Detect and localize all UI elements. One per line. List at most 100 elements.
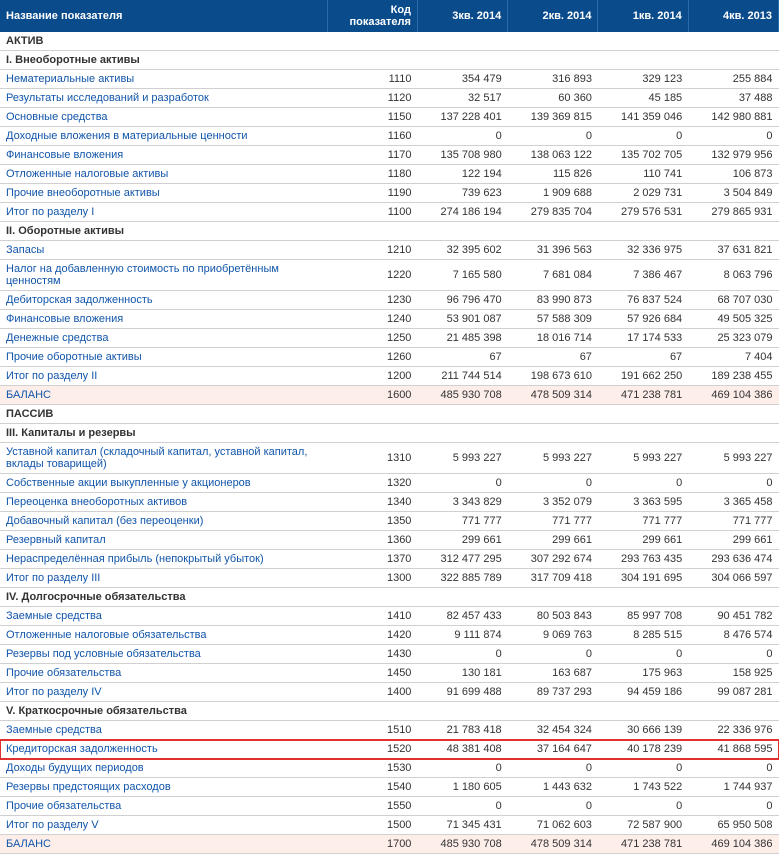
row-name[interactable]: Резервный капитал (0, 531, 327, 550)
table-row: АКТИВ (0, 32, 779, 51)
row-value: 57 926 684 (598, 310, 688, 329)
col-header-code[interactable]: Код показателя (327, 0, 417, 32)
row-name[interactable]: Итог по разделу IV (0, 683, 327, 702)
row-name[interactable]: Доходные вложения в материальные ценност… (0, 127, 327, 146)
section-label: I. Внеоборотные активы (0, 51, 779, 70)
row-value: 60 360 (508, 89, 598, 108)
row-value: 354 479 (417, 70, 507, 89)
col-header-q1-2014[interactable]: 1кв. 2014 (598, 0, 688, 32)
row-code: 1500 (327, 816, 417, 835)
row-value: 0 (688, 797, 778, 816)
table-row: Финансовые вложения124053 901 08757 588 … (0, 310, 779, 329)
row-value: 189 238 455 (688, 367, 778, 386)
row-value: 130 181 (417, 664, 507, 683)
row-name[interactable]: Прочие обязательства (0, 797, 327, 816)
table-row: Основные средства1150137 228 401139 369 … (0, 108, 779, 127)
row-name[interactable]: Нематериальные активы (0, 70, 327, 89)
row-name[interactable]: Финансовые вложения (0, 146, 327, 165)
row-value: 299 661 (688, 531, 778, 550)
row-value: 1 443 632 (508, 778, 598, 797)
row-code: 1530 (327, 759, 417, 778)
row-name[interactable]: Запасы (0, 241, 327, 260)
row-value: 0 (598, 474, 688, 493)
row-name[interactable]: Добавочный капитал (без переоценки) (0, 512, 327, 531)
row-code: 1100 (327, 203, 417, 222)
row-value: 17 174 533 (598, 329, 688, 348)
row-value: 53 901 087 (417, 310, 507, 329)
row-value: 0 (417, 759, 507, 778)
row-value: 279 835 704 (508, 203, 598, 222)
row-name[interactable]: Основные средства (0, 108, 327, 127)
row-name[interactable]: Прочие обязательства (0, 664, 327, 683)
row-value: 279 865 931 (688, 203, 778, 222)
row-code: 1320 (327, 474, 417, 493)
row-name[interactable]: Итог по разделу I (0, 203, 327, 222)
table-row: Отложенные налоговые активы1180122 19411… (0, 165, 779, 184)
row-code: 1550 (327, 797, 417, 816)
row-code: 1190 (327, 184, 417, 203)
row-value: 21 485 398 (417, 329, 507, 348)
row-name[interactable]: Итог по разделу III (0, 569, 327, 588)
table-row: Переоценка внеоборотных активов13403 343… (0, 493, 779, 512)
row-name[interactable]: БАЛАНС (0, 835, 327, 854)
row-name[interactable]: Отложенные налоговые активы (0, 165, 327, 184)
table-row: БАЛАНС1700485 930 708478 509 314471 238 … (0, 835, 779, 854)
row-name[interactable]: Доходы будущих периодов (0, 759, 327, 778)
table-row: Прочие обязательства1450130 181163 68717… (0, 664, 779, 683)
row-name[interactable]: Дебиторская задолженность (0, 291, 327, 310)
row-value: 0 (598, 127, 688, 146)
row-name[interactable]: Уставной капитал (складочный капитал, ус… (0, 443, 327, 474)
row-value: 0 (417, 127, 507, 146)
row-value: 471 238 781 (598, 835, 688, 854)
row-name[interactable]: Отложенные налоговые обязательства (0, 626, 327, 645)
row-value: 30 666 139 (598, 721, 688, 740)
row-name[interactable]: Заемные средства (0, 607, 327, 626)
row-value: 49 505 325 (688, 310, 778, 329)
row-value: 469 104 386 (688, 386, 778, 405)
row-value: 67 (417, 348, 507, 367)
row-value: 141 359 046 (598, 108, 688, 127)
row-code: 1420 (327, 626, 417, 645)
row-name[interactable]: Кредиторская задолженность (0, 740, 327, 759)
row-name[interactable]: Прочие внеоборотные активы (0, 184, 327, 203)
col-header-q2-2014[interactable]: 2кв. 2014 (508, 0, 598, 32)
col-header-q4-2013[interactable]: 4кв. 2013 (688, 0, 778, 32)
row-name[interactable]: Итог по разделу V (0, 816, 327, 835)
row-name[interactable]: Результаты исследований и разработок (0, 89, 327, 108)
row-code: 1180 (327, 165, 417, 184)
row-code: 1510 (327, 721, 417, 740)
row-name[interactable]: Заемные средства (0, 721, 327, 740)
table-row: Прочие оборотные активы12606767677 404 (0, 348, 779, 367)
row-name[interactable]: Итог по разделу II (0, 367, 327, 386)
row-value: 771 777 (598, 512, 688, 531)
row-value: 316 893 (508, 70, 598, 89)
col-header-q3-2014[interactable]: 3кв. 2014 (417, 0, 507, 32)
table-row: II. Оборотные активы (0, 222, 779, 241)
row-code: 1210 (327, 241, 417, 260)
row-value: 274 186 194 (417, 203, 507, 222)
row-name[interactable]: Налог на добавленную стоимость по приобр… (0, 260, 327, 291)
row-name[interactable]: Нераспределённая прибыль (непокрытый убы… (0, 550, 327, 569)
row-name[interactable]: Денежные средства (0, 329, 327, 348)
row-name[interactable]: Финансовые вложения (0, 310, 327, 329)
row-value: 5 993 227 (417, 443, 507, 474)
row-name[interactable]: Резервы предстоящих расходов (0, 778, 327, 797)
row-value: 163 687 (508, 664, 598, 683)
row-name[interactable]: Переоценка внеоборотных активов (0, 493, 327, 512)
row-name[interactable]: Прочие оборотные активы (0, 348, 327, 367)
row-value: 37 631 821 (688, 241, 778, 260)
row-name[interactable]: БАЛАНС (0, 386, 327, 405)
table-row: III. Капиталы и резервы (0, 424, 779, 443)
col-header-name[interactable]: Название показателя (0, 0, 327, 32)
row-value: 18 016 714 (508, 329, 598, 348)
row-value: 1 909 688 (508, 184, 598, 203)
row-name[interactable]: Резервы под условные обязательства (0, 645, 327, 664)
row-name[interactable]: Собственные акции выкупленные у акционер… (0, 474, 327, 493)
row-value: 329 123 (598, 70, 688, 89)
row-value: 138 063 122 (508, 146, 598, 165)
row-code: 1120 (327, 89, 417, 108)
row-value: 3 343 829 (417, 493, 507, 512)
row-value: 67 (508, 348, 598, 367)
row-code: 1410 (327, 607, 417, 626)
table-row: V. Краткосрочные обязательства (0, 702, 779, 721)
